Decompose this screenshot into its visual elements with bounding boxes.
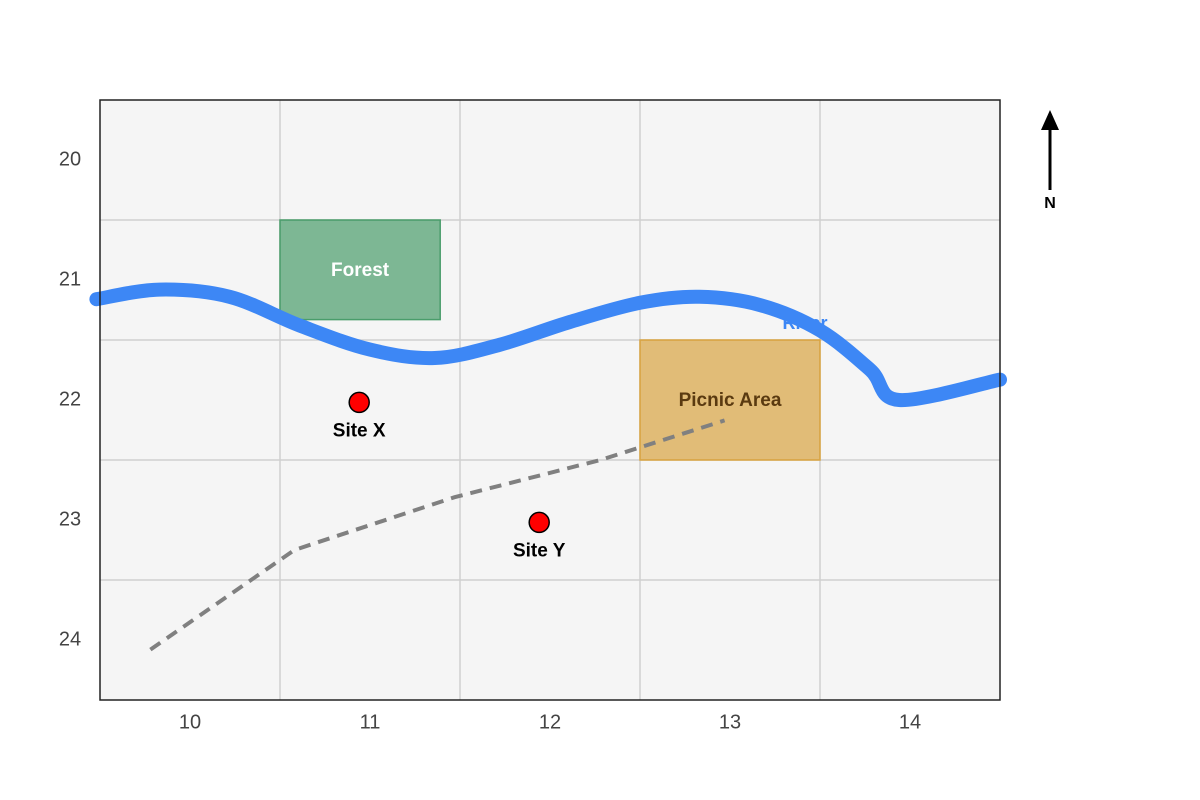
trail — [149, 418, 726, 652]
y-tick-label: 24 — [59, 628, 81, 650]
zone-label: Forest — [331, 260, 390, 281]
site-label: Site X — [333, 420, 386, 441]
y-tick-label: 20 — [59, 148, 81, 170]
north-arrow-head — [1041, 110, 1059, 130]
site-marker — [348, 391, 370, 414]
y-tick-label: 21 — [59, 268, 81, 290]
zone — [639, 339, 821, 461]
site-label: Site Y — [513, 540, 566, 561]
map-frame — [99, 99, 1001, 701]
x-tick-label: 14 — [899, 711, 921, 733]
zone — [279, 219, 441, 321]
river — [89, 282, 1007, 408]
y-tick-label: 22 — [59, 388, 81, 410]
north-label: N — [1044, 195, 1056, 212]
x-tick-label: 13 — [719, 711, 741, 733]
y-tick-label: 23 — [59, 508, 81, 530]
zone-label: Picnic Area — [679, 390, 782, 411]
map-background — [100, 100, 1000, 700]
x-tick-label: 10 — [179, 711, 201, 733]
x-tick-label: 12 — [539, 711, 561, 733]
site-marker — [528, 511, 550, 534]
x-tick-label: 11 — [360, 711, 381, 733]
